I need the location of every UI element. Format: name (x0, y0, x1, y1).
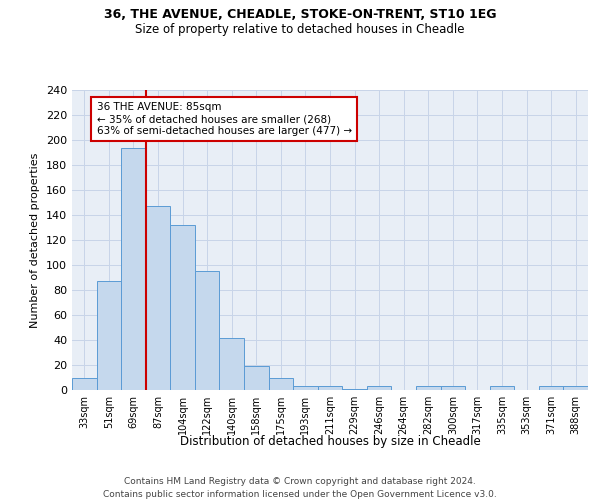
Text: 36, THE AVENUE, CHEADLE, STOKE-ON-TRENT, ST10 1EG: 36, THE AVENUE, CHEADLE, STOKE-ON-TRENT,… (104, 8, 496, 20)
Bar (72, 378, 97, 390)
Bar (269, 378, 293, 390)
Bar (244, 366, 269, 390)
Bar (170, 225, 195, 390)
Bar (293, 386, 318, 390)
Y-axis label: Number of detached properties: Number of detached properties (31, 152, 40, 328)
Bar (220, 338, 244, 390)
Text: Size of property relative to detached houses in Cheadle: Size of property relative to detached ho… (135, 22, 465, 36)
Text: Distribution of detached houses by size in Cheadle: Distribution of detached houses by size … (179, 435, 481, 448)
Bar (195, 271, 220, 390)
Bar (416, 386, 440, 390)
Bar (440, 386, 465, 390)
Bar (318, 386, 342, 390)
Bar (367, 386, 391, 390)
Bar (490, 386, 514, 390)
Bar (563, 386, 588, 390)
Text: Contains public sector information licensed under the Open Government Licence v3: Contains public sector information licen… (103, 490, 497, 499)
Text: 36 THE AVENUE: 85sqm
← 35% of detached houses are smaller (268)
63% of semi-deta: 36 THE AVENUE: 85sqm ← 35% of detached h… (97, 102, 352, 136)
Bar (97, 281, 121, 390)
Text: Contains HM Land Registry data © Crown copyright and database right 2024.: Contains HM Land Registry data © Crown c… (124, 478, 476, 486)
Bar (539, 386, 563, 390)
Bar (146, 206, 170, 390)
Bar (342, 389, 367, 390)
Bar (121, 148, 146, 390)
